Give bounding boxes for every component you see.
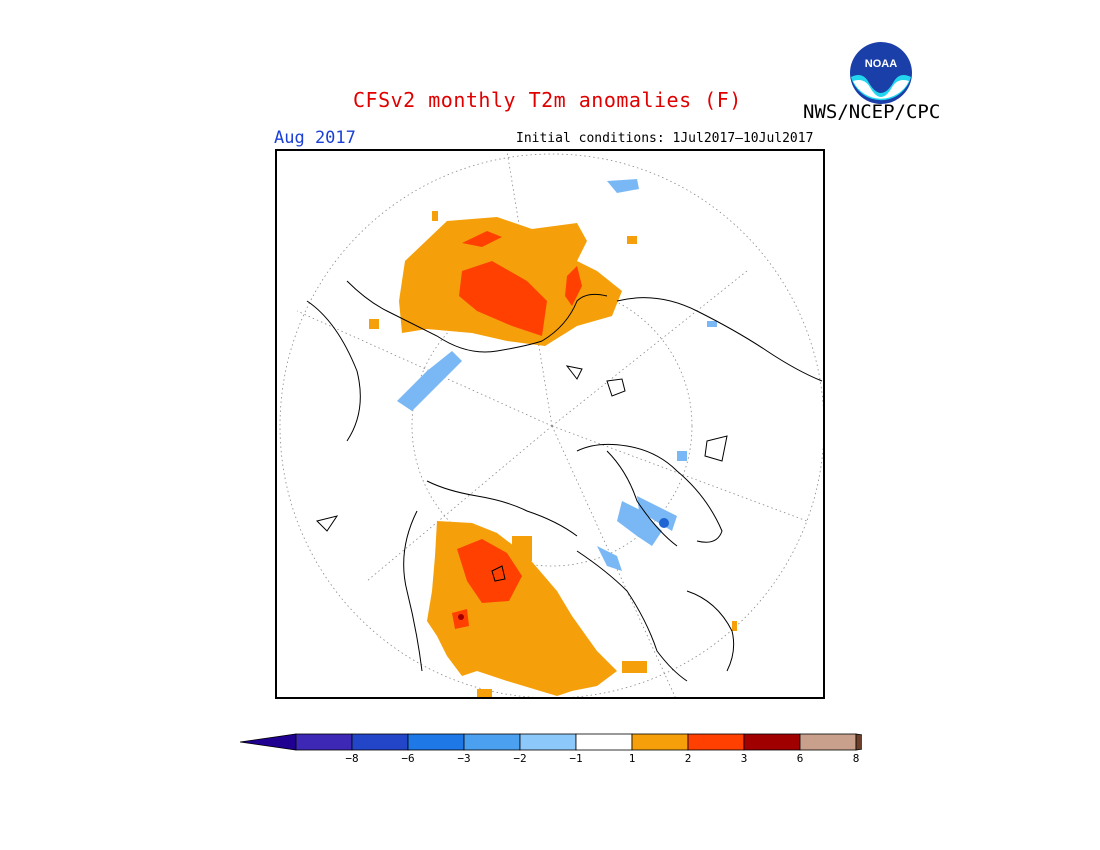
noaa-logo-text: NOAA bbox=[865, 58, 897, 70]
colorbar-bin bbox=[575, 733, 633, 751]
colorbar-bin bbox=[743, 733, 801, 751]
colorbar-tick-label: −2 bbox=[513, 752, 527, 765]
warm-anomaly-north-america bbox=[427, 521, 737, 697]
noaa-logo: NOAA bbox=[849, 41, 913, 105]
colorbar-tick-label: −6 bbox=[401, 752, 415, 765]
colorbar-tick-label: 6 bbox=[796, 752, 804, 765]
polar-map-svg bbox=[279, 151, 823, 697]
colorbar-tick-label: 1 bbox=[628, 752, 636, 765]
colorbar-tick-label: 8 bbox=[852, 752, 860, 765]
valid-month: Aug 2017 bbox=[274, 128, 356, 148]
colorbar-tick-label: −8 bbox=[345, 752, 359, 765]
colorbar-tick-label: −3 bbox=[457, 752, 471, 765]
colorbar-svg bbox=[239, 733, 913, 751]
initial-conditions: Initial conditions: 1Jul2017–10Jul2017 bbox=[516, 131, 814, 146]
colorbar-bin bbox=[351, 733, 409, 751]
colorbar-bin bbox=[407, 733, 465, 751]
colorbar-bin bbox=[687, 733, 745, 751]
colorbar-bin bbox=[631, 733, 689, 751]
colorbar-tick-label: 2 bbox=[684, 752, 692, 765]
colorbar-bin bbox=[463, 733, 521, 751]
colorbar-extend-low bbox=[239, 733, 297, 751]
colorbar-extend-high bbox=[855, 733, 913, 751]
colorbar-tick-label: −1 bbox=[569, 752, 583, 765]
colorbar-bin bbox=[799, 733, 857, 751]
colorbar-bin bbox=[295, 733, 353, 751]
colorbar-bin bbox=[519, 733, 577, 751]
agency-label: NWS/NCEP/CPC bbox=[803, 101, 941, 123]
warm-anomaly-siberia bbox=[369, 211, 637, 346]
colorbar-tick-label: 3 bbox=[740, 752, 748, 765]
polar-map bbox=[275, 149, 825, 699]
map-title: CFSv2 monthly T2m anomalies (F) bbox=[353, 88, 742, 112]
coastlines bbox=[306, 280, 823, 682]
cool-anomaly-areas bbox=[397, 179, 717, 571]
